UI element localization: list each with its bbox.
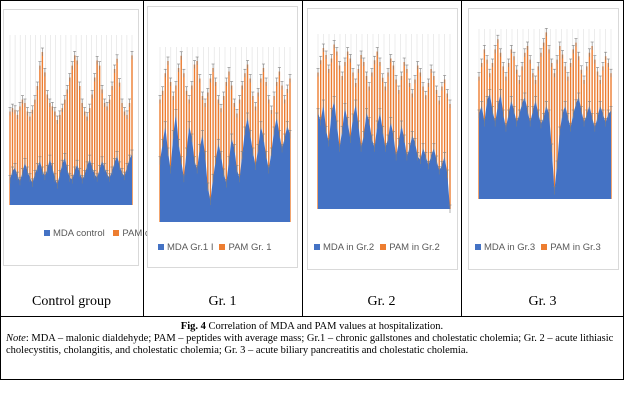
legend-label-mda-gr1: MDA Gr.1 I xyxy=(167,242,214,253)
group-label-gr1: Gr. 1 xyxy=(208,294,237,309)
group-label-gr3: Gr. 3 xyxy=(528,294,557,309)
legend-swatch-pam xyxy=(113,230,120,237)
figure-number: Fig. 4 xyxy=(180,321,206,332)
note-text: : MDA – malonic dialdehyde; PAM – peptid… xyxy=(6,333,614,356)
legend-item-pam-gr3: PAM in Gr.3 xyxy=(541,242,601,253)
series-area-mda xyxy=(479,93,611,199)
legend-swatch-mda xyxy=(44,230,50,237)
legend-label-pam-gr3: PAM in Gr.3 xyxy=(550,242,601,253)
legend-label-mda-gr2: MDA in Gr.2 xyxy=(323,242,375,253)
cell-divider xyxy=(302,0,303,316)
chart-panel-gr1: MDA Gr.1 I PAM Gr. 1 xyxy=(147,6,298,268)
chart-control xyxy=(8,35,134,205)
legend-gr2: MDA in Gr.2 PAM in Gr.2 xyxy=(314,242,446,253)
figure-title: Fig. 4 Correlation of MDA and PAM values… xyxy=(6,321,618,333)
legend-swatch-mda xyxy=(475,244,481,251)
series-area-mda xyxy=(318,100,450,209)
chart-gr3 xyxy=(477,28,613,199)
legend-item-pam-gr1: PAM Gr. 1 xyxy=(219,242,272,253)
legend-swatch-pam xyxy=(541,244,548,251)
note-label: Note xyxy=(6,333,26,344)
legend-item-mda-gr1: MDA Gr.1 I xyxy=(158,242,213,253)
legend-gr1: MDA Gr.1 I PAM Gr. 1 xyxy=(158,242,278,253)
legend-swatch-mda xyxy=(314,244,320,251)
group-label-control: Control group xyxy=(32,294,111,309)
legend-swatch-pam xyxy=(380,244,387,251)
series-area-mda xyxy=(10,154,132,205)
legend-item-mda-gr2: MDA in Gr.2 xyxy=(314,242,374,253)
chart-gr2 xyxy=(316,34,452,213)
chart-panel-control: MDA control PAM control xyxy=(3,9,173,266)
legend-item-mda-control: MDA control xyxy=(44,225,105,243)
cell-divider xyxy=(143,0,144,316)
legend-label-mda-gr3: MDA in Gr.3 xyxy=(484,242,536,253)
figure-title-text: Correlation of MDA and PAM values at hos… xyxy=(205,321,444,332)
legend-item-mda-gr3: MDA in Gr.3 xyxy=(475,242,535,253)
legend-label-mda-control: MDA control xyxy=(53,228,105,239)
chart-panel-gr2: MDA in Gr.2 PAM in Gr.2 xyxy=(307,8,458,270)
legend-item-pam-gr2: PAM in Gr.2 xyxy=(380,242,440,253)
chart-gr1 xyxy=(158,47,292,222)
series-area-mda xyxy=(160,113,290,222)
legend-swatch-pam xyxy=(219,244,226,251)
figure-note: Note: MDA – malonic dialdehyde; PAM – pe… xyxy=(6,333,618,357)
legend-label-pam-gr2: PAM in Gr.2 xyxy=(389,242,440,253)
group-label-gr2: Gr. 2 xyxy=(367,294,396,309)
chart-panel-gr3: MDA in Gr.3 PAM in Gr.3 xyxy=(468,8,619,270)
legend-swatch-mda xyxy=(158,244,164,251)
cell-divider xyxy=(461,0,462,316)
caption-divider xyxy=(0,316,624,317)
legend-gr3: MDA in Gr.3 PAM in Gr.3 xyxy=(475,242,607,253)
figure-caption: Fig. 4 Correlation of MDA and PAM values… xyxy=(6,321,618,357)
legend-label-pam-gr1: PAM Gr. 1 xyxy=(228,242,272,253)
